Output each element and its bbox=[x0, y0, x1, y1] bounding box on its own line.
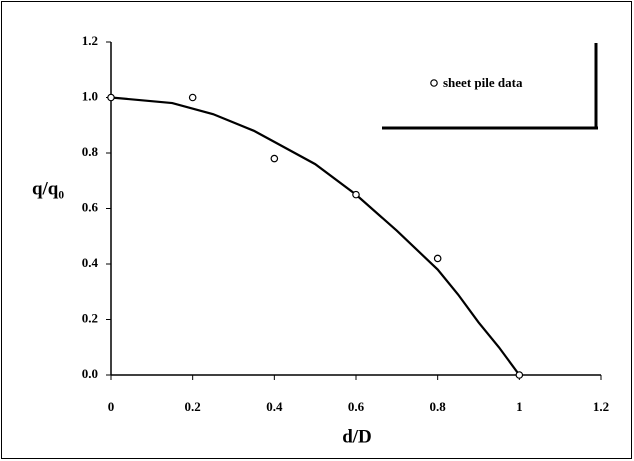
data-point bbox=[188, 93, 197, 102]
y-tick-label: 0.8 bbox=[82, 144, 99, 159]
y-tick-label: 0.0 bbox=[82, 366, 98, 381]
y-tick-label: 0.2 bbox=[82, 310, 98, 325]
y-tick-label: 1.0 bbox=[82, 88, 98, 103]
x-tick-label: 1.2 bbox=[593, 399, 609, 414]
x-tick-label: 0.4 bbox=[266, 399, 283, 414]
data-point bbox=[107, 93, 115, 102]
legend-marker bbox=[430, 79, 438, 87]
data-point bbox=[515, 371, 524, 379]
data-point bbox=[270, 154, 279, 163]
y-axis-title: q/q₀ bbox=[32, 178, 64, 199]
x-tick-label: 0.6 bbox=[348, 399, 365, 414]
y-tick-label: 0.4 bbox=[82, 255, 99, 270]
x-tick-label: 0.2 bbox=[185, 399, 201, 414]
x-tick-label: 0 bbox=[108, 399, 115, 414]
data-point bbox=[433, 254, 442, 263]
y-tick-label: 0.6 bbox=[82, 199, 99, 214]
x-tick-label: 0.8 bbox=[430, 399, 447, 414]
x-tick-label: 1 bbox=[516, 399, 523, 414]
y-tick-label: 1.2 bbox=[82, 33, 98, 48]
x-axis-title: d/D bbox=[342, 426, 372, 447]
legend-label: sheet pile data bbox=[443, 75, 523, 90]
data-point bbox=[352, 190, 360, 199]
